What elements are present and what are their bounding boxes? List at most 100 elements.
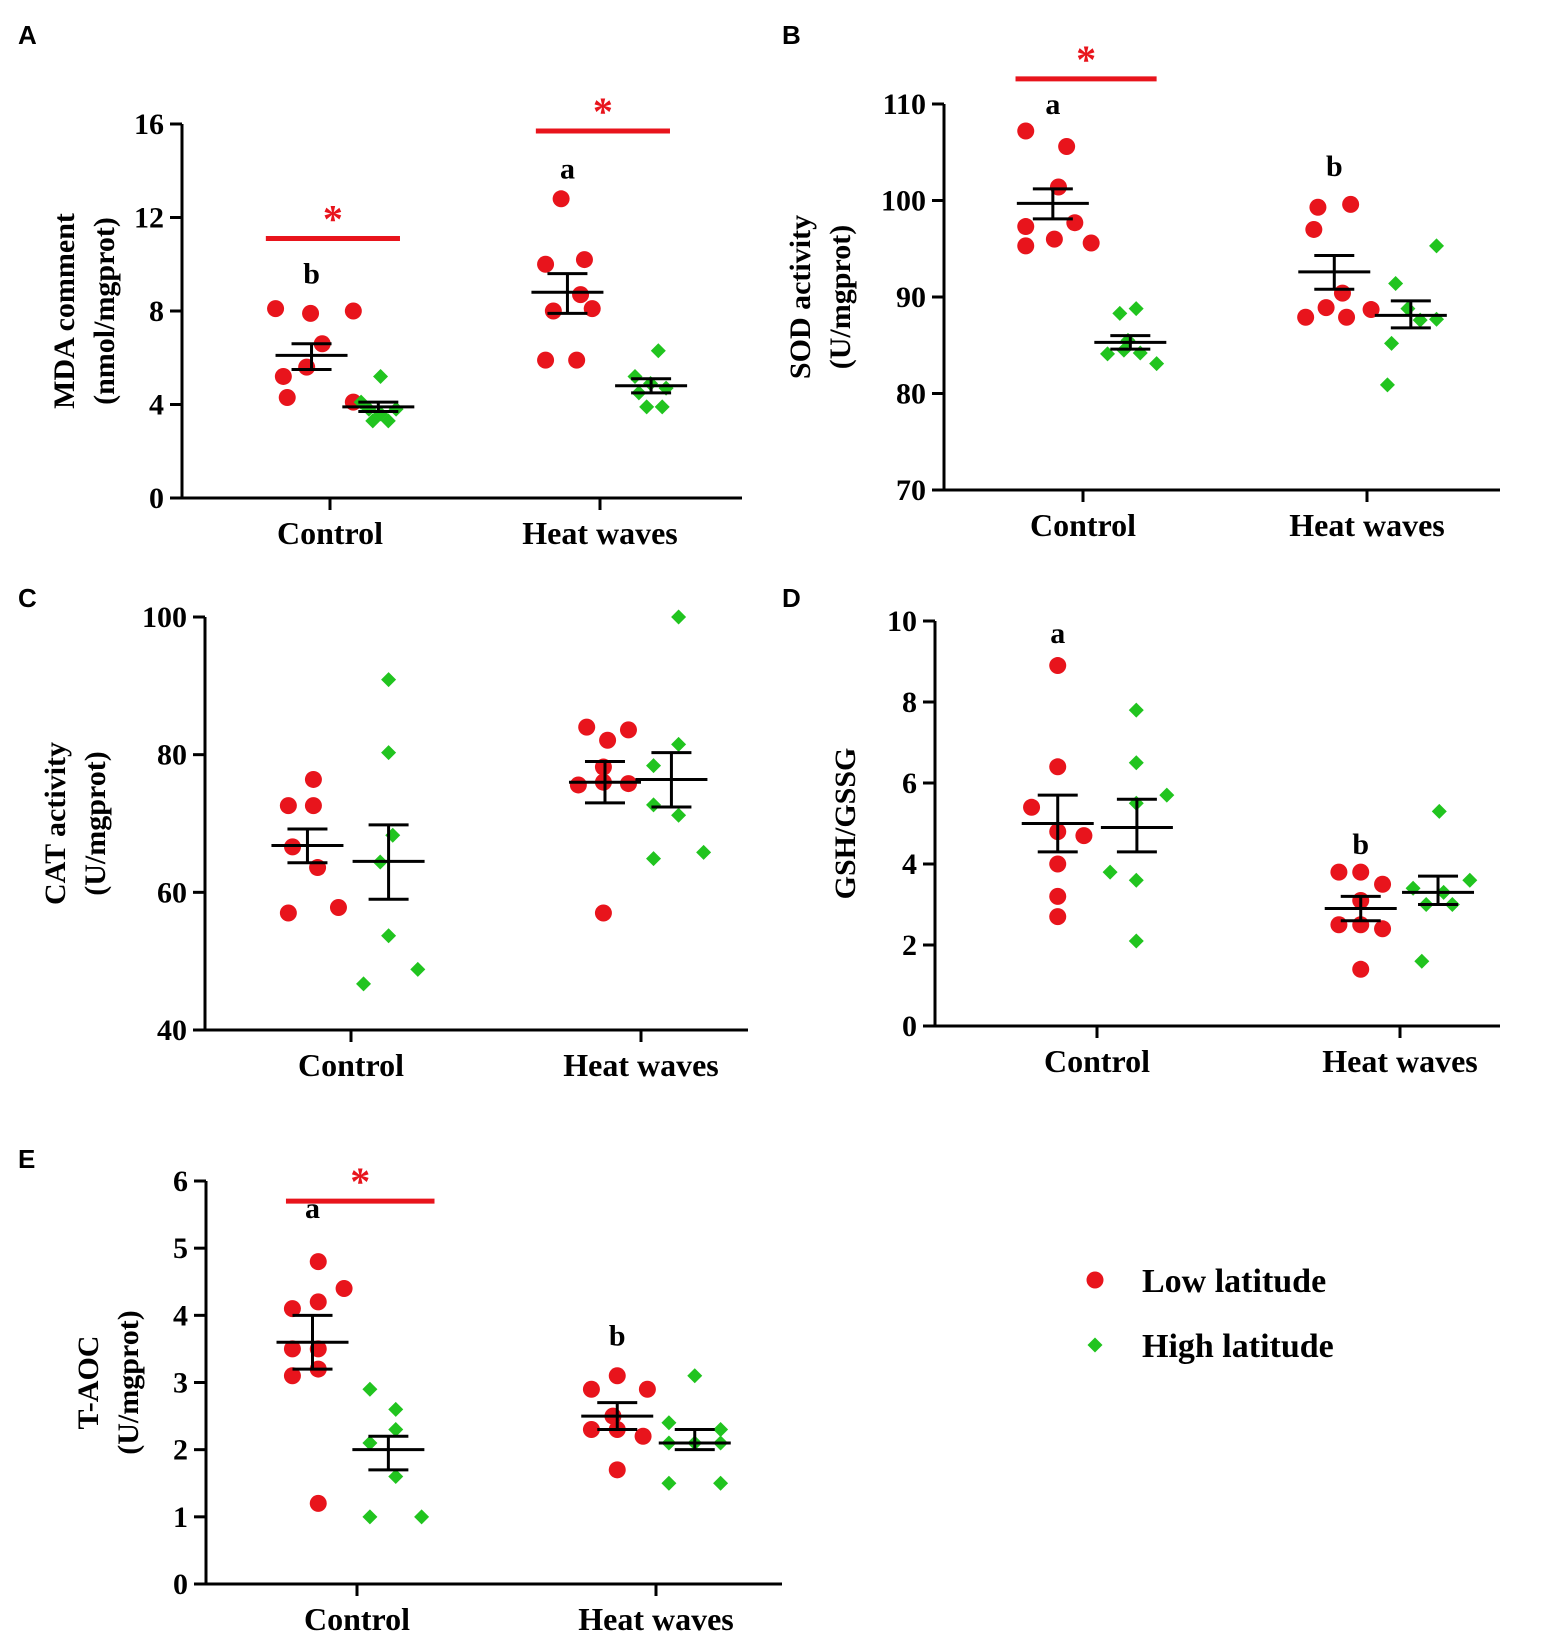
data-point-high-latitude [410,961,426,977]
data-point-high-latitude [650,343,666,359]
significance-star: * [1076,37,1096,82]
data-point-low-latitude [344,302,362,320]
data-point-high-latitude [646,797,662,813]
data-point-low-latitude [1075,827,1093,845]
y-tick-label: 100 [142,601,187,634]
data-point-low-latitude [1342,195,1360,213]
data-point-high-latitude [687,1368,703,1384]
y-axis-title: CAT activity [39,742,72,905]
data-point-low-latitude [278,388,296,406]
data-point-low-latitude [1049,908,1067,926]
y-tick-label: 16 [134,108,164,141]
data-point-low-latitude [1297,308,1315,326]
data-point-high-latitude [661,1415,677,1431]
data-point-low-latitude [1352,960,1370,978]
panel-letter: D [782,583,801,613]
data-point-low-latitude [1045,230,1063,248]
data-point-high-latitude [365,413,381,429]
data-point-low-latitude [1049,758,1067,776]
data-point-high-latitude [713,1422,729,1438]
x-category-label: Control [1044,1043,1150,1079]
y-tick-label: 70 [896,474,926,507]
data-point-low-latitude [1058,137,1076,155]
data-point-low-latitude [608,1461,626,1479]
y-tick-label: 0 [902,1010,917,1043]
data-point-high-latitude [654,399,670,415]
data-point-low-latitude [1023,798,1041,816]
data-point-low-latitude [329,898,347,916]
data-point-high-latitude [713,1475,729,1491]
legend-marker-low-latitude [1086,1271,1104,1289]
significance-letter: a [305,1192,320,1225]
data-point-high-latitude [362,1381,378,1397]
data-point-high-latitude [414,1509,430,1525]
y-tick-label: 2 [902,929,917,962]
data-point-low-latitude [575,251,593,269]
data-point-high-latitude [1149,356,1165,372]
data-point-low-latitude [1309,198,1327,216]
y-axis-title: SOD activity [784,215,817,379]
x-category-label: Control [298,1047,404,1083]
y-tick-label: 1 [173,1501,188,1534]
x-category-label: Heat waves [1289,507,1445,543]
data-point-low-latitude [279,904,297,922]
data-point-high-latitude [388,1401,404,1417]
y-tick-label: 3 [173,1367,188,1400]
data-point-low-latitude [572,286,590,304]
data-point-high-latitude [381,672,397,688]
data-point-low-latitude [1049,887,1067,905]
data-point-low-latitude [537,351,555,369]
data-point-low-latitude [638,1380,656,1398]
significance-letter: b [1326,150,1343,183]
data-point-high-latitude [1462,872,1478,888]
data-point-low-latitude [1330,863,1348,881]
data-point-high-latitude [1414,953,1430,969]
significance-letter: a [1050,617,1065,650]
y-axis-title: (nmol/mgprot) [88,217,121,405]
data-point-low-latitude [1017,218,1035,236]
y-tick-label: 12 [134,202,164,235]
data-point-low-latitude [1330,916,1348,934]
panel-letter: B [782,20,801,50]
significance-letter: b [1352,828,1369,861]
data-point-low-latitude [634,1427,652,1445]
data-point-high-latitude [627,368,643,384]
chart-panel-e: E 0 1 2 3 4 5 6 Control Heat waves T-AOC (U/mgprot)… [18,1144,782,1637]
data-point-low-latitude [582,1380,600,1398]
y-tick-label: 6 [902,767,917,800]
data-point-low-latitude [304,797,322,815]
data-point-low-latitude [302,304,320,322]
data-point-low-latitude [335,1279,353,1297]
y-tick-label: 40 [157,1014,187,1047]
x-category-label: Control [1030,507,1136,543]
panel-letter: C [18,583,37,613]
y-tick-label: 4 [902,848,917,881]
panel-letter: E [18,1144,35,1174]
y-tick-label: 110 [883,88,926,121]
data-point-high-latitude [1128,933,1144,949]
x-category-label: Heat waves [522,515,678,551]
data-point-low-latitude [594,904,612,922]
data-point-low-latitude [1049,657,1067,675]
data-point-low-latitude [283,1300,301,1318]
data-point-high-latitude [1379,377,1395,393]
y-axis-title: (U/mgprot) [112,1310,145,1454]
chart-panel-b: B 70 80 90 100 110 Control Heat waves SOD activi… [782,20,1500,543]
y-tick-label: 80 [896,378,926,411]
data-point-low-latitude [619,721,637,739]
data-point-low-latitude [1317,299,1335,317]
data-point-high-latitude [1128,702,1144,718]
y-tick-label: 60 [157,876,187,909]
data-point-high-latitude [1112,305,1128,321]
data-point-low-latitude [608,1367,626,1385]
y-tick-label: 2 [173,1434,188,1467]
y-tick-label: 10 [887,605,917,638]
data-point-low-latitude [1017,122,1035,140]
data-point-low-latitude [568,351,586,369]
x-category-label: Heat waves [578,1601,734,1637]
y-tick-label: 4 [149,389,164,422]
significance-letter: b [303,258,320,291]
data-point-low-latitude [309,1253,327,1271]
data-point-low-latitude [309,1494,327,1512]
